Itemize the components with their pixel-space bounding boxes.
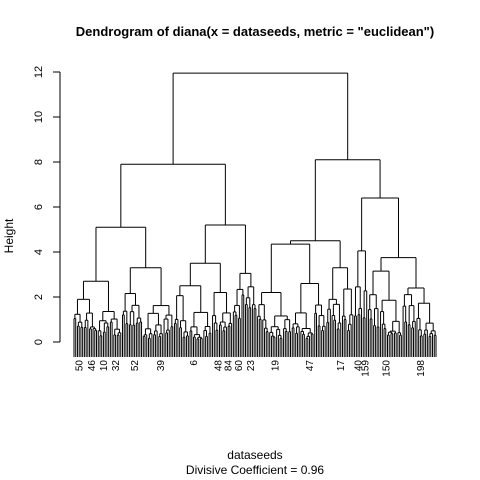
leaf-label: 198 <box>416 360 427 377</box>
chart-title: Dendrogram of diana(x = dataseeds, metri… <box>76 24 434 39</box>
divisive-coefficient: Divisive Coefficient = 0.96 <box>186 463 325 477</box>
y-tick-label: 0 <box>33 339 45 345</box>
leaf-label: 50 <box>75 360 86 372</box>
y-tick-label: 4 <box>33 249 45 255</box>
leaf-label: 23 <box>246 360 257 372</box>
leaf-label: 159 <box>360 360 371 377</box>
leaf-label: 39 <box>156 360 167 372</box>
leaf-label: 32 <box>111 360 122 372</box>
leaf-label: 84 <box>224 360 235 372</box>
leaf-label: 47 <box>305 360 316 372</box>
leaf-label: 60 <box>234 360 245 372</box>
y-tick-label: 8 <box>33 159 45 165</box>
leaf-label: 150 <box>381 360 392 377</box>
leaf-label: 40 <box>354 360 365 372</box>
y-tick-label: 2 <box>33 294 45 300</box>
leaf-label: 6 <box>189 360 200 366</box>
dendrogram-tree <box>73 72 437 357</box>
leaf-label: 48 <box>213 360 224 372</box>
y-ticks: 0 2 4 6 8 10 12 <box>33 66 60 345</box>
leaf-label: 52 <box>130 360 141 372</box>
y-tick-label: 10 <box>33 111 45 123</box>
leaf-label: 46 <box>87 360 98 372</box>
y-axis-label: Height <box>2 218 16 253</box>
y-tick-label: 12 <box>33 66 45 78</box>
y-axis: 0 2 4 6 8 10 12 <box>33 66 61 345</box>
y-tick-label: 6 <box>33 204 45 210</box>
leaf-label: 17 <box>336 360 347 372</box>
leaf-label: 19 <box>270 360 281 372</box>
x-axis-label: dataseeds <box>227 448 282 462</box>
leaf-label: 10 <box>99 360 110 372</box>
